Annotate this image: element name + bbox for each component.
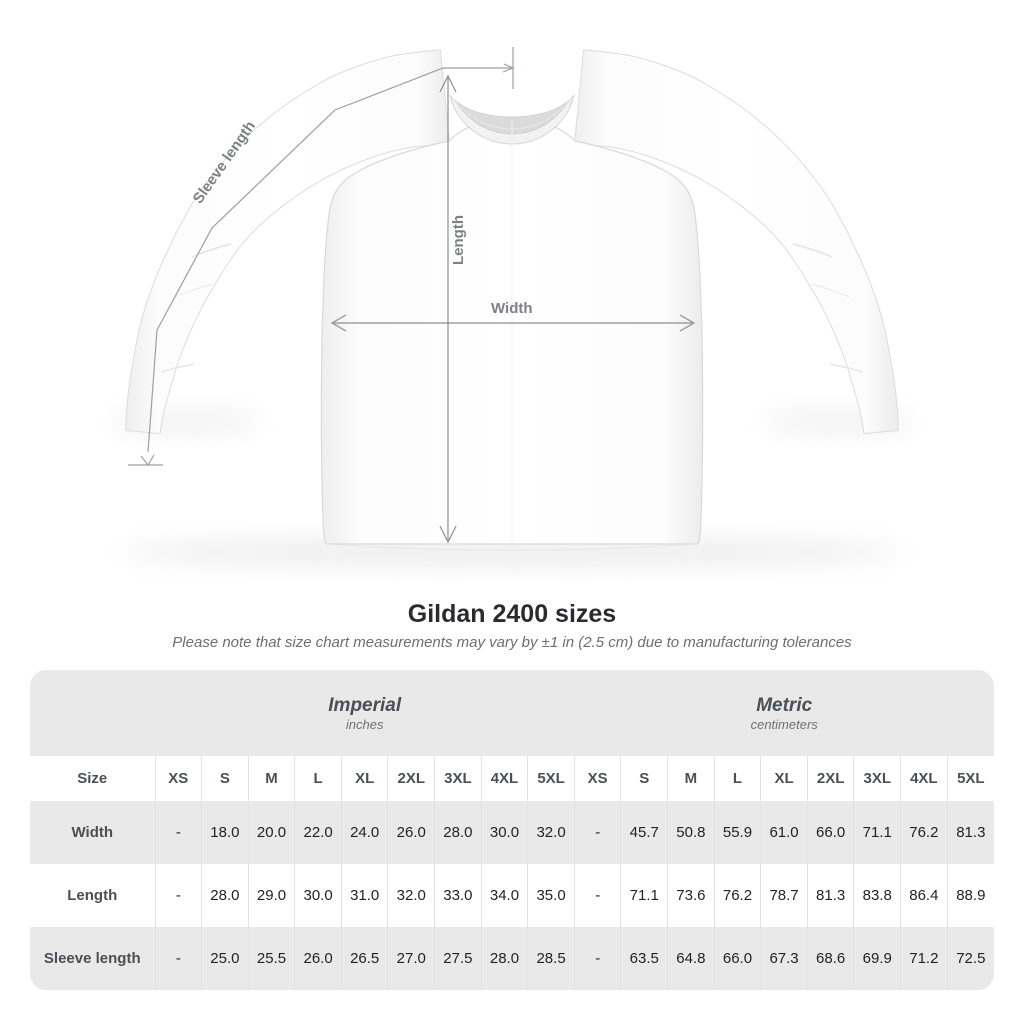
svg-text:Width: Width: [491, 300, 533, 317]
svg-text:Length: Length: [450, 215, 467, 265]
